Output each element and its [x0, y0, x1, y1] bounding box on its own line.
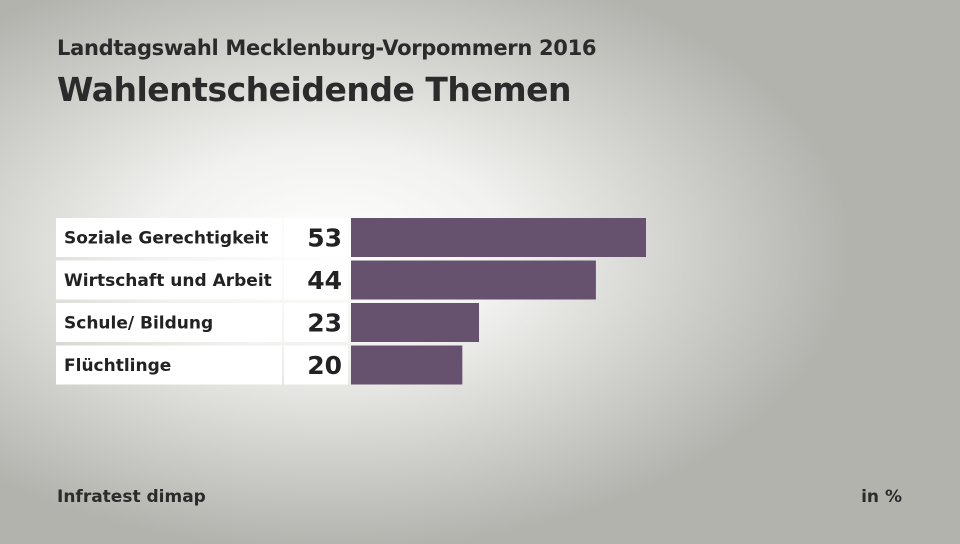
category-label: Wirtschaft und Arbeit: [64, 271, 272, 291]
chart-title: Wahlentscheidende Themen: [57, 70, 571, 109]
value-label: 23: [307, 309, 342, 338]
category-label-bg: [56, 345, 282, 385]
category-label-bg: [56, 218, 282, 257]
value-label: 53: [307, 224, 342, 253]
bar: [351, 345, 463, 385]
unit-label: in %: [861, 487, 902, 507]
value-label: 20: [307, 351, 342, 380]
chart-subtitle: Landtagswahl Mecklenburg-Vorpommern 2016: [57, 36, 597, 60]
category-label: Schule/ Bildung: [64, 314, 213, 334]
category-label-bg: [56, 303, 282, 342]
bar: [351, 260, 596, 300]
value-label-bg: [284, 260, 348, 300]
value-label: 44: [307, 266, 342, 295]
category-label-bg: [56, 260, 282, 300]
category-label: Flüchtlinge: [64, 356, 171, 376]
value-label-bg: [284, 345, 348, 385]
bar: [351, 303, 480, 342]
value-label-bg: [284, 218, 348, 257]
source-label: Infratest dimap: [57, 487, 206, 507]
bar: [351, 218, 646, 257]
category-label: Soziale Gerechtigkeit: [64, 229, 268, 249]
value-label-bg: [284, 303, 348, 342]
